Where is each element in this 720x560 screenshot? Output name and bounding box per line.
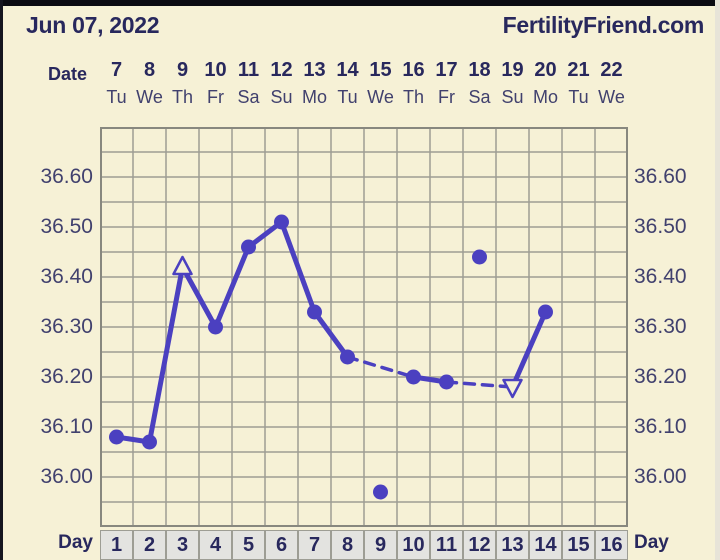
y-axis-label: 36.40	[40, 265, 93, 288]
date-number: 16	[402, 59, 425, 81]
temp-line	[510, 309, 548, 390]
date-number: 8	[143, 59, 156, 81]
temp-point-day-8[interactable]	[340, 349, 355, 365]
right-edge-strip	[715, 0, 720, 560]
y-axis-label: 36.50	[634, 215, 687, 238]
date-number: 7	[110, 59, 123, 81]
weekday-label: We	[136, 87, 163, 107]
date-number: 12	[270, 59, 293, 81]
weekday-label: Sa	[237, 87, 260, 107]
date-number: 18	[468, 59, 491, 81]
date-number: 21	[567, 59, 590, 81]
temp-point-day-12[interactable]	[472, 249, 487, 265]
date-number: 17	[435, 59, 458, 81]
y-axis-label: 36.20	[40, 365, 93, 388]
y-axis-label: 36.10	[40, 415, 93, 438]
y-axis-label: 36.00	[634, 465, 687, 488]
y-axis-label: 36.20	[634, 365, 687, 388]
temp-line	[279, 219, 317, 315]
weekday-label: Mo	[532, 87, 558, 107]
temp-point-day-5[interactable]	[241, 239, 256, 255]
day-cell[interactable]: 10	[397, 530, 430, 560]
temp-point-triangle-up-day-3[interactable]	[172, 255, 193, 276]
day-axis-label-right: Day	[634, 532, 669, 553]
date-number: 20	[534, 59, 557, 81]
day-cell[interactable]: 11	[430, 530, 463, 560]
weekday-label: Mo	[301, 87, 327, 107]
day-cell[interactable]: 9	[364, 530, 397, 560]
temp-point-day-9[interactable]	[373, 484, 388, 500]
day-cell[interactable]: 6	[265, 530, 298, 560]
weekday-label: Fr	[207, 87, 224, 107]
temp-line	[312, 309, 350, 360]
weekday-label: Th	[171, 87, 193, 107]
weekday-label: Tu	[568, 87, 589, 107]
grid-border	[100, 127, 628, 527]
day-cell[interactable]: 13	[496, 530, 529, 560]
temp-point-triangle-down-day-13[interactable]	[502, 378, 523, 399]
day-cell[interactable]: 7	[298, 530, 331, 560]
temp-point-day-11[interactable]	[439, 374, 454, 390]
y-axis-label: 36.00	[40, 465, 93, 488]
temp-point-day-10[interactable]	[406, 369, 421, 385]
date-number: 22	[600, 59, 623, 81]
y-axis-label: 36.40	[634, 265, 687, 288]
temp-point-day-14[interactable]	[538, 304, 553, 320]
chart-date-title: Jun 07, 2022	[26, 12, 160, 38]
day-cell[interactable]: 12	[463, 530, 496, 560]
day-axis-label-left: Day	[58, 532, 93, 553]
bbt-chart-plot[interactable]	[100, 127, 628, 527]
weekday-label: Tu	[106, 87, 127, 107]
date-number: 15	[369, 59, 392, 81]
day-cell[interactable]: 3	[166, 530, 199, 560]
weekday-label: Su	[270, 87, 293, 107]
temp-line-dashed	[345, 355, 416, 379]
temp-point-day-1[interactable]	[109, 429, 124, 445]
y-axis-label: 36.60	[40, 165, 93, 188]
date-number: 10	[204, 59, 227, 81]
day-cell[interactable]: 4	[199, 530, 232, 560]
left-border-line	[0, 0, 3, 560]
temp-point-day-4[interactable]	[208, 319, 223, 335]
weekday-label: Sa	[468, 87, 491, 107]
site-logo-text: FertilityFriend.com	[502, 12, 705, 38]
day-cell[interactable]: 14	[529, 530, 562, 560]
temp-line	[147, 264, 185, 445]
top-border-bar	[0, 0, 720, 6]
y-axis-label: 36.60	[634, 165, 687, 188]
day-cell[interactable]: 5	[232, 530, 265, 560]
date-axis-label: Date	[48, 64, 88, 84]
day-cell[interactable]: 2	[133, 530, 166, 560]
weekday-label: We	[367, 87, 394, 107]
date-number: 13	[303, 59, 326, 81]
temp-line	[180, 264, 218, 330]
weekday-label: Fr	[438, 87, 455, 107]
temp-point-day-2[interactable]	[142, 434, 157, 450]
weekday-label: We	[598, 87, 625, 107]
weekday-label: Th	[402, 87, 424, 107]
date-number: 9	[176, 59, 189, 81]
date-number: 14	[336, 59, 359, 81]
weekday-label: Tu	[337, 87, 358, 107]
y-axis-label: 36.30	[40, 315, 93, 338]
day-cell[interactable]: 16	[595, 530, 628, 560]
y-axis-label: 36.30	[634, 315, 687, 338]
temp-line	[213, 244, 251, 330]
date-number: 11	[237, 59, 260, 81]
temp-point-day-6[interactable]	[274, 214, 289, 230]
temp-line-dashed	[444, 380, 515, 389]
weekday-label: Su	[501, 87, 524, 107]
temp-point-day-7[interactable]	[307, 304, 322, 320]
day-cell[interactable]: 8	[331, 530, 364, 560]
y-axis-label: 36.50	[40, 215, 93, 238]
day-cell[interactable]: 1	[100, 530, 133, 560]
y-axis-label: 36.10	[634, 415, 687, 438]
date-number: 19	[501, 59, 524, 81]
day-cell[interactable]: 15	[562, 530, 595, 560]
